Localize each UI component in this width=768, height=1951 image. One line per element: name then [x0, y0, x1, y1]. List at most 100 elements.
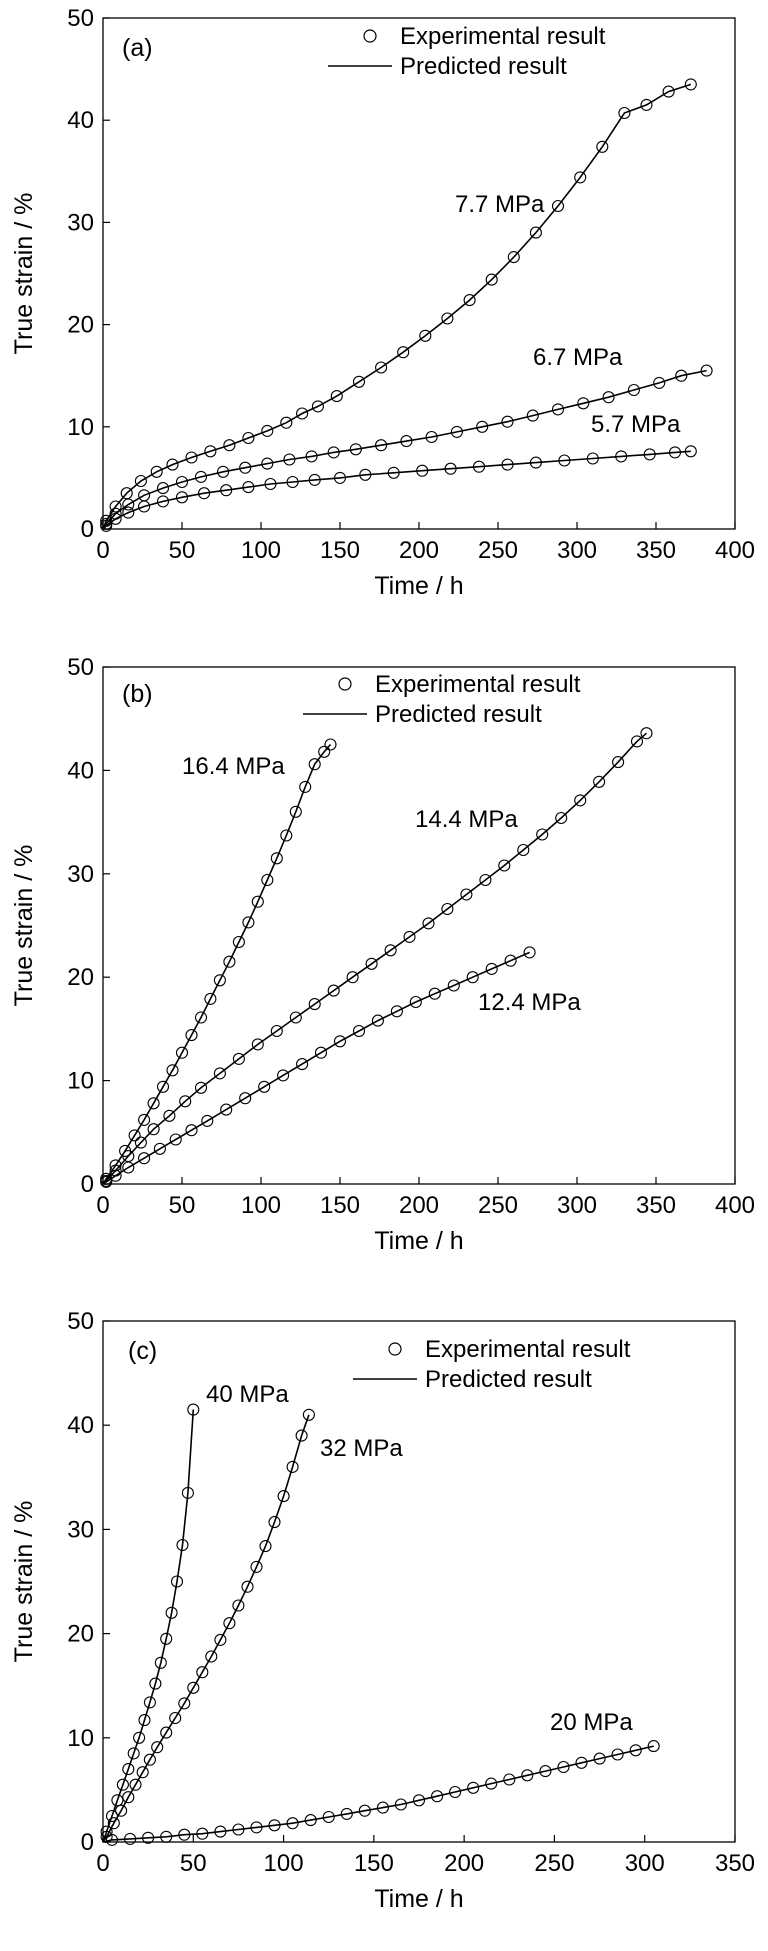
data-point — [175, 1046, 189, 1059]
data-point — [156, 482, 170, 495]
data-point — [400, 435, 413, 448]
panel-tag: (a) — [122, 34, 153, 62]
data-point — [129, 1778, 142, 1791]
data-point — [187, 1403, 200, 1416]
data-point — [185, 451, 198, 464]
data-point — [387, 466, 400, 479]
data-point — [280, 416, 293, 429]
x-tick-label: 250 — [478, 537, 518, 564]
data-point — [479, 873, 492, 887]
legend-label: Experimental result — [425, 1336, 631, 1363]
data-point — [536, 828, 549, 841]
data-point — [134, 1136, 147, 1149]
data-point — [128, 1129, 141, 1142]
data-point — [503, 1773, 516, 1786]
x-tick-label: 300 — [625, 1850, 665, 1877]
predicted-line — [102, 83, 692, 530]
data-point — [134, 474, 147, 488]
data-point — [365, 957, 378, 970]
data-point — [198, 487, 211, 500]
data-point — [187, 1681, 200, 1694]
data-point — [647, 1740, 660, 1753]
data-point — [169, 1711, 182, 1725]
data-point — [558, 454, 571, 467]
data-point — [308, 998, 321, 1011]
data-point — [194, 1011, 208, 1024]
data-point — [577, 397, 590, 410]
data-point — [460, 888, 473, 901]
y-tick-label: 40 — [67, 1412, 94, 1439]
data-point — [286, 475, 299, 489]
x-axis-label: Time / h — [374, 1227, 463, 1255]
data-point — [160, 1632, 173, 1645]
x-tick-label: 150 — [320, 1192, 360, 1219]
data-point — [261, 424, 274, 437]
data-point — [122, 1791, 135, 1804]
data-point — [668, 446, 682, 459]
predicted-line — [102, 1409, 195, 1843]
data-point — [223, 439, 236, 452]
data-point — [295, 1429, 308, 1442]
data-point — [143, 1696, 156, 1709]
data-point — [643, 448, 656, 461]
legend-label: Experimental result — [375, 671, 581, 698]
data-point — [466, 971, 479, 984]
data-point — [205, 1650, 218, 1663]
chart-panel-b: 0 50 100 150 200 250 300 350 400 0 10 20 30 40 50 Time … — [10, 654, 755, 1255]
data-point — [100, 1175, 113, 1188]
data-point — [179, 1095, 192, 1108]
data-point — [286, 1817, 299, 1830]
data-point — [517, 843, 530, 857]
y-tick-label: 10 — [67, 1725, 94, 1752]
data-point — [425, 430, 438, 444]
data-point — [352, 1024, 366, 1038]
data-point — [333, 471, 347, 484]
data-point — [376, 1801, 389, 1814]
data-point — [611, 1748, 624, 1761]
data-point — [375, 439, 388, 452]
data-point — [375, 361, 388, 374]
data-point — [640, 98, 653, 111]
data-point — [204, 992, 217, 1005]
y-axis-label: True strain / % — [10, 1501, 38, 1663]
data-point — [463, 294, 476, 307]
x-tick-label: 250 — [534, 1850, 574, 1877]
panel-tag: (c) — [128, 1337, 157, 1365]
data-point — [185, 1124, 198, 1137]
x-axis-label: Time / h — [374, 1885, 463, 1913]
data-point — [163, 1109, 176, 1122]
data-point — [359, 468, 372, 481]
data-point — [555, 811, 568, 825]
y-tick-label: 20 — [67, 964, 94, 991]
x-tick-label: 100 — [241, 537, 281, 564]
predicted-line — [102, 450, 691, 530]
data-point — [151, 1741, 164, 1754]
data-point — [283, 453, 296, 466]
data-point — [138, 500, 151, 513]
data-point — [107, 1817, 120, 1830]
data-point — [122, 1161, 135, 1174]
data-point — [467, 1781, 480, 1794]
data-point — [105, 1833, 119, 1846]
data-point — [593, 775, 606, 788]
data-point — [662, 85, 675, 98]
data-point — [416, 464, 429, 477]
data-point — [684, 445, 697, 458]
data-point — [586, 452, 599, 465]
data-point — [261, 457, 274, 470]
stress-annotation: 14.4 MPa — [415, 806, 518, 833]
data-point — [194, 470, 208, 483]
y-tick-label: 10 — [67, 414, 94, 441]
predicted-line — [102, 1414, 310, 1843]
stress-annotation: 32 MPa — [320, 1435, 403, 1462]
data-point — [296, 1058, 309, 1071]
data-point — [296, 407, 309, 420]
data-point — [270, 1024, 283, 1038]
data-point — [422, 917, 435, 930]
x-tick-label: 300 — [557, 1192, 597, 1219]
data-point — [147, 1097, 160, 1110]
data-point — [115, 1804, 128, 1817]
data-point — [242, 431, 255, 445]
data-point — [327, 984, 340, 997]
